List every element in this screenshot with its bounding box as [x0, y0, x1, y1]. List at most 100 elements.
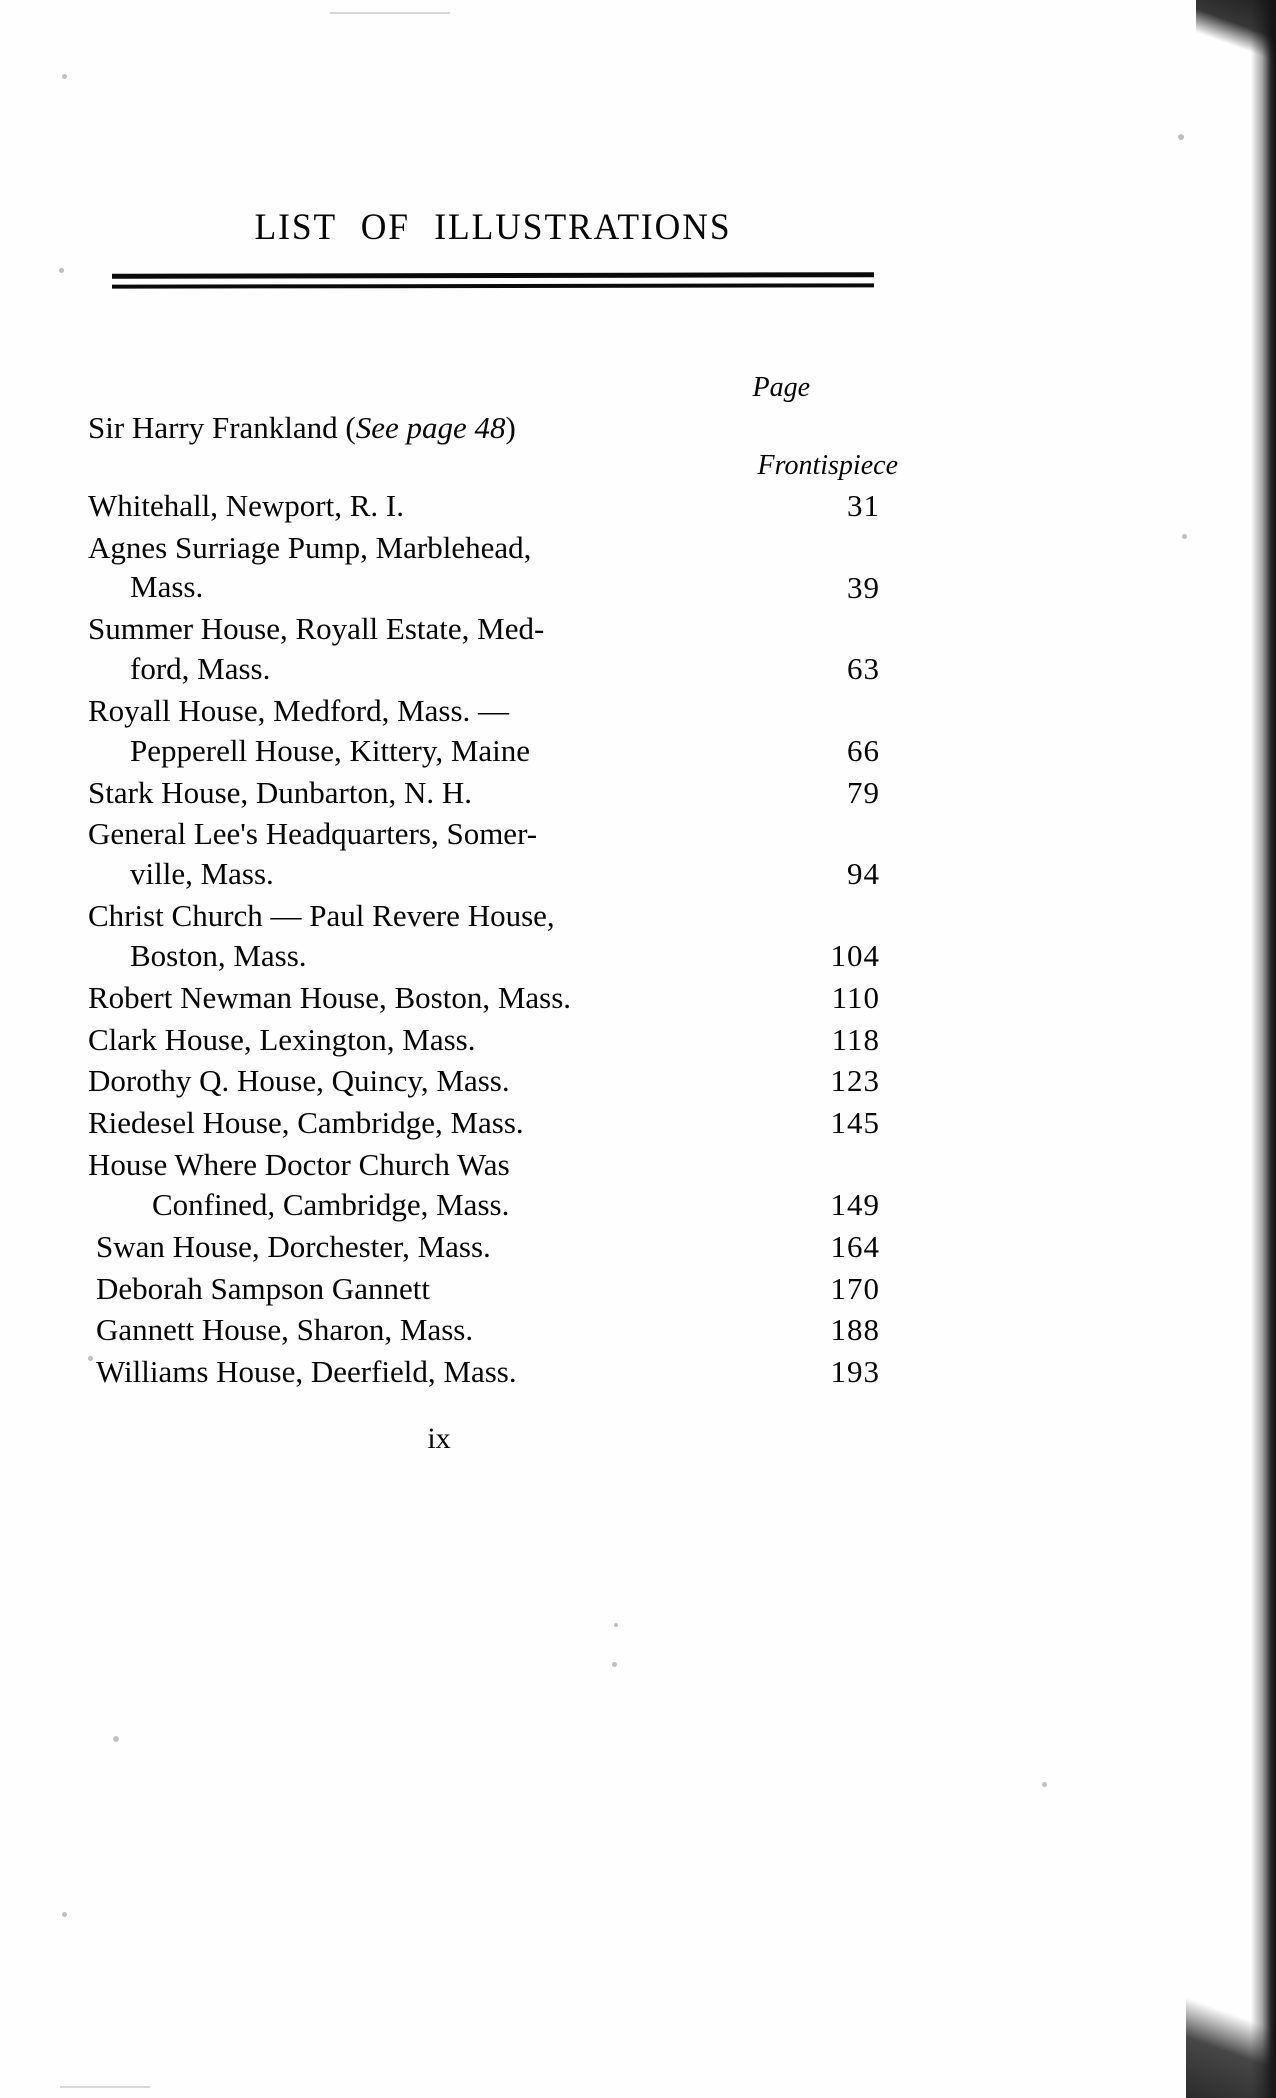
scan-speck [113, 1736, 119, 1742]
list-item: Clark House, Lexington, Mass. 118 [88, 1020, 898, 1060]
entry-title-line: Boston, Mass. [130, 937, 307, 973]
entry-page-number: 193 [830, 1354, 880, 1390]
entry-page-number: 188 [830, 1312, 880, 1348]
scan-speck [62, 74, 67, 79]
entry-title-line: Robert Newman House, Boston, Mass. [88, 979, 572, 1015]
list-item: Riedesel House, Cambridge, Mass. 145 [88, 1103, 898, 1143]
entry-title-line: Williams House, Deerfield, Mass. [96, 1354, 517, 1390]
entry-page-number: 170 [830, 1270, 880, 1306]
entry-page-number: 79 [847, 774, 880, 810]
entry-title-part-tail: ) [505, 410, 516, 445]
list-item: Summer House, Royall Estate, Med- ford, … [88, 609, 898, 689]
entry-page-number: 39 [847, 569, 880, 605]
entry-page-number: 66 [847, 732, 880, 768]
list-item: House Where Doctor Church Was Confined, … [88, 1145, 898, 1225]
entry-title-line: Deborah Sampson Gannett [96, 1270, 431, 1306]
entry-title: Robert Newman House, Boston, Mass. [88, 978, 780, 1018]
scan-speck [612, 1662, 617, 1667]
entry-title-line: Confined, Cambridge, Mass. [152, 1186, 510, 1222]
scan-speck [62, 1912, 67, 1917]
entry-title: General Lee's Headquarters, Somer- ville… [88, 814, 780, 894]
entry-title-line: Clark House, Lexington, Mass. [88, 1021, 476, 1057]
list-item: Deborah Sampson Gannett 170 [88, 1269, 898, 1309]
entry-title: Riedesel House, Cambridge, Mass. [88, 1103, 780, 1143]
entry-title-line: Royall House, Medford, Mass. — [88, 692, 510, 728]
entry-title: Whitehall, Newport, R. I. [88, 486, 780, 526]
list-item: Dorothy Q. House, Quincy, Mass. 123 [88, 1061, 898, 1101]
entry-title: Clark House, Lexington, Mass. [88, 1020, 780, 1060]
entry-title: Williams House, Deerfield, Mass. [88, 1352, 780, 1392]
entry-title-line: Whitehall, Newport, R. I. [88, 487, 404, 523]
folio-page-number: ix [427, 1422, 451, 1456]
entry-title: Dorothy Q. House, Quincy, Mass. [88, 1061, 780, 1101]
entry-title: Deborah Sampson Gannett [88, 1269, 780, 1309]
entry-title-line: Stark House, Dunbarton, N. H. [88, 774, 473, 810]
scan-corner-bottom [1186, 1978, 1276, 2098]
list-item: Williams House, Deerfield, Mass. 193 [88, 1352, 898, 1392]
frontispiece-label: Frontispiece [757, 449, 898, 481]
list-item: Agnes Surriage Pump, Marblehead, Mass. 3… [88, 528, 898, 608]
page-content: LIST OF ILLUSTRATIONS Page Sir Harry Fra… [88, 0, 898, 1456]
scan-speck [59, 268, 64, 273]
scan-edge-shadow [1240, 0, 1276, 2098]
entry-title: Stark House, Dunbarton, N. H. [88, 773, 780, 813]
scan-speck [1182, 534, 1187, 539]
title-double-rule [111, 272, 875, 289]
scan-speck [1042, 1782, 1047, 1787]
entry-title: Christ Church — Paul Revere House, Bosto… [88, 896, 780, 976]
entry-title: Gannett House, Sharon, Mass. [88, 1310, 780, 1350]
entry-title: Agnes Surriage Pump, Marblehead, Mass. [88, 528, 780, 608]
list-item: Whitehall, Newport, R. I. 31 [88, 486, 898, 526]
entry-title-line: General Lee's Headquarters, Somer- [88, 816, 538, 852]
entry-title-line: Sir Harry Frankland (See page 48) [88, 408, 898, 448]
page-title: LIST OF ILLUSTRATIONS [254, 207, 732, 248]
entry-page-number: 31 [847, 487, 880, 523]
entry-page-number: 104 [830, 938, 880, 974]
list-item: Stark House, Dunbarton, N. H. 79 [88, 773, 898, 813]
entry-page-number: 110 [831, 979, 880, 1015]
scan-speck [1178, 134, 1184, 140]
list-item: General Lee's Headquarters, Somer- ville… [88, 814, 898, 894]
entry-page-number: 149 [830, 1187, 880, 1223]
entry-title-line: Summer House, Royall Estate, Med- [88, 611, 545, 647]
entry-page-number: 164 [830, 1228, 880, 1264]
entry-page-number: 94 [847, 856, 880, 892]
entry-page-number: 145 [830, 1105, 880, 1141]
entry-title: Royall House, Medford, Mass. — Pepperell… [88, 691, 780, 771]
illustration-list: Sir Harry Frankland (See page 48) Fronti… [88, 408, 898, 1392]
scan-speck [614, 1623, 618, 1627]
entry-title-line: Pepperell House, Kittery, Maine [130, 732, 531, 768]
entry-title-line: Christ Church — Paul Revere House, [88, 898, 555, 934]
scan-speck [330, 12, 450, 14]
list-item: Sir Harry Frankland (See page 48) Fronti… [88, 408, 898, 484]
scan-corner-top [1196, 0, 1276, 70]
rule-lower [111, 283, 875, 289]
entry-title: House Where Doctor Church Was Confined, … [88, 1145, 780, 1225]
entry-title: Sir Harry Frankland (See page 48) Fronti… [88, 408, 898, 484]
entry-title-part: Sir Harry Frankland ( [88, 410, 356, 445]
list-item: Robert Newman House, Boston, Mass. 110 [88, 978, 898, 1018]
entry-title-line: Riedesel House, Cambridge, Mass. [88, 1105, 524, 1141]
entry-page-number: 123 [830, 1063, 880, 1099]
list-item: Swan House, Dorchester, Mass. 164 [88, 1227, 898, 1267]
scan-speck [88, 1356, 93, 1361]
entry-title: Summer House, Royall Estate, Med- ford, … [88, 609, 780, 689]
entry-title-line: Swan House, Dorchester, Mass. [96, 1228, 491, 1264]
entry-title-line: Agnes Surriage Pump, Marblehead, [88, 529, 532, 565]
entry-title-line: Dorothy Q. House, Quincy, Mass. [88, 1063, 510, 1099]
page-column-header: Page [752, 372, 810, 403]
entry-title-line: Mass. [130, 569, 204, 605]
list-item: Christ Church — Paul Revere House, Bosto… [88, 896, 898, 976]
entry-title-line: ville, Mass. [130, 856, 274, 892]
entry-title-line: Gannett House, Sharon, Mass. [96, 1312, 474, 1348]
entry-title: Swan House, Dorchester, Mass. [88, 1227, 780, 1267]
list-item: Gannett House, Sharon, Mass. 188 [88, 1310, 898, 1350]
scan-speck [60, 2086, 150, 2088]
entry-page-number: 63 [847, 651, 880, 687]
list-item: Royall House, Medford, Mass. — Pepperell… [88, 691, 898, 771]
entry-title-line: House Where Doctor Church Was [88, 1147, 510, 1183]
entry-title-line: ford, Mass. [130, 651, 271, 687]
entry-page-number: 118 [831, 1021, 880, 1057]
entry-title-italic: See page 48 [355, 410, 506, 445]
